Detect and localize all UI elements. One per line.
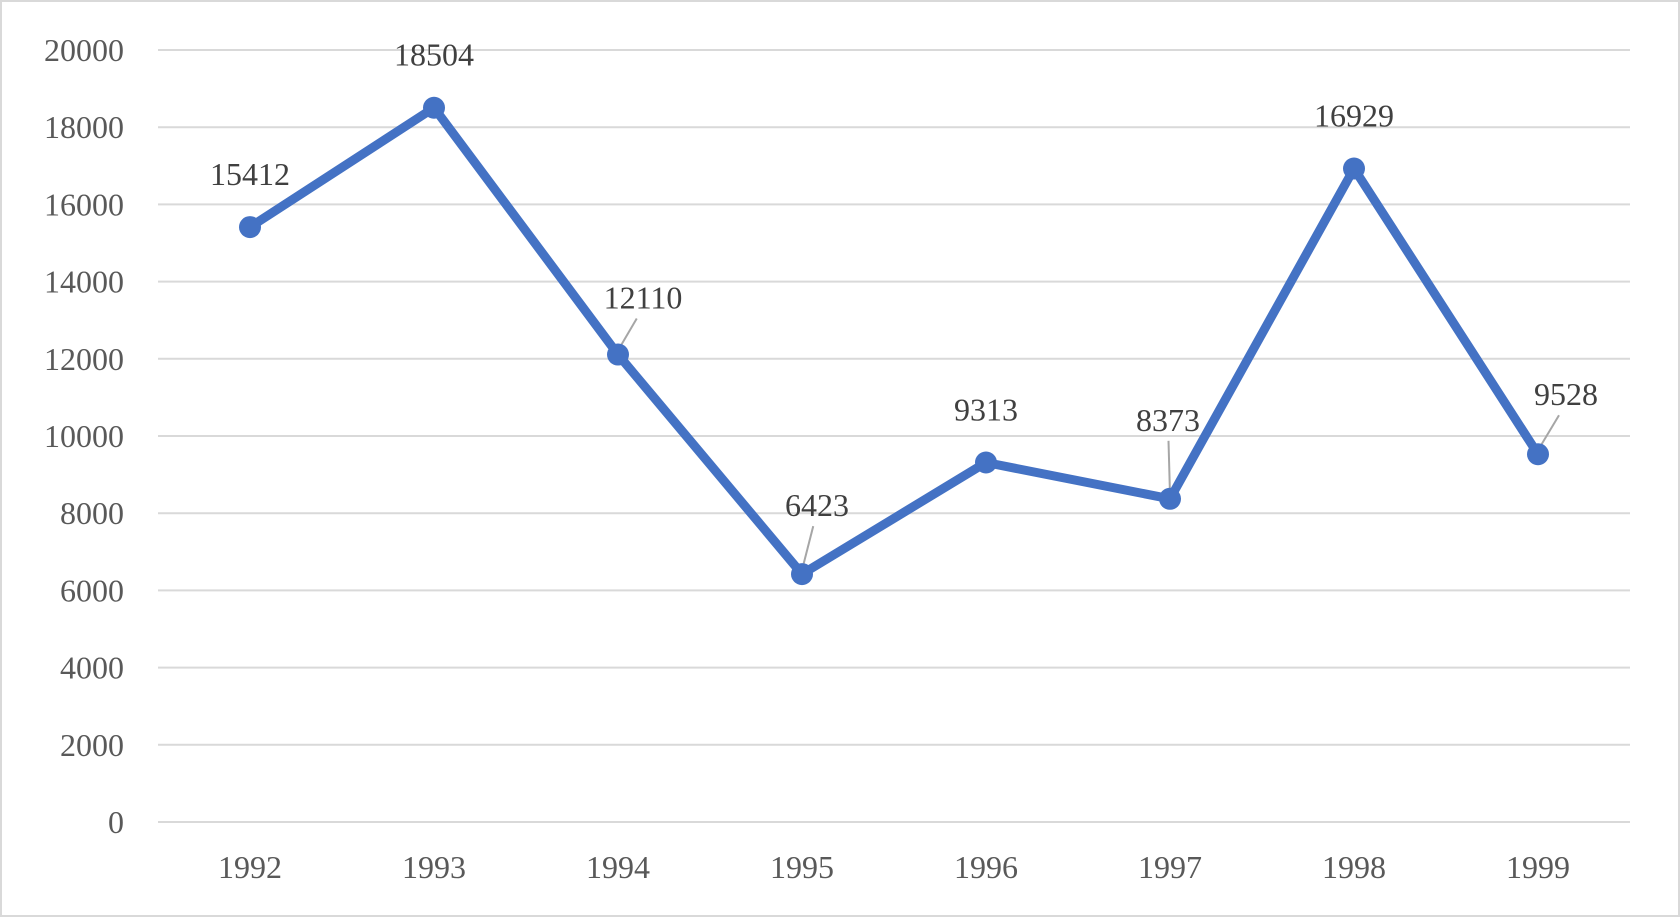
data-label-1994: 12110	[604, 280, 683, 316]
y-tick-label: 16000	[44, 186, 124, 222]
y-tick-label: 12000	[44, 341, 124, 377]
x-tick-label: 1996	[954, 849, 1018, 885]
y-tick-label: 10000	[44, 418, 124, 454]
data-point-1994	[607, 343, 629, 366]
data-point-1995	[791, 563, 813, 586]
data-label-1996: 9313	[954, 392, 1018, 428]
data-label-1999: 9528	[1534, 376, 1598, 412]
data-label-leader	[1167, 440, 1171, 495]
x-tick-label: 1993	[402, 849, 466, 885]
series-line	[245, 103, 1543, 579]
x-tick-label: 1995	[770, 849, 834, 885]
data-point-1997	[1159, 487, 1181, 510]
data-label-1992: 15412	[210, 156, 290, 192]
y-tick-label: 2000	[60, 727, 124, 763]
data-point-1996	[975, 451, 997, 474]
data-point-1999	[1527, 443, 1549, 466]
data-label-1995: 6423	[785, 487, 849, 523]
data-point-1992	[239, 216, 261, 239]
y-tick-label: 20000	[44, 32, 124, 68]
y-tick-label: 14000	[44, 264, 124, 300]
data-points	[239, 96, 1549, 586]
data-label-leader	[801, 525, 815, 571]
data-label-1993: 18504	[394, 37, 474, 73]
x-tick-label: 1997	[1138, 849, 1202, 885]
y-tick-label: 0	[108, 804, 124, 840]
y-tick-label: 4000	[60, 650, 124, 686]
data-labels: 15412 18504 12110 6423 9313 8373 16929 9528	[210, 37, 1598, 523]
data-label-1998: 16929	[1314, 98, 1394, 134]
x-axis-tick-labels: 1992 1993 1994 1995 1996 1997 1998 1999	[218, 849, 1570, 885]
x-tick-label: 1992	[218, 849, 282, 885]
y-tick-label: 6000	[60, 572, 124, 608]
data-label-leaders	[617, 318, 1560, 571]
y-tick-label: 8000	[60, 495, 124, 531]
data-point-1993	[423, 96, 445, 119]
x-tick-label: 1999	[1506, 849, 1570, 885]
x-tick-label: 1998	[1322, 849, 1386, 885]
y-axis-tick-labels: 0 2000 4000 6000 8000 10000 12000 14000 16000 180…	[44, 32, 124, 840]
series-line-group	[245, 103, 1543, 579]
data-label-1997: 8373	[1136, 402, 1200, 438]
y-tick-label: 18000	[44, 109, 124, 145]
x-tick-label: 1994	[586, 849, 650, 885]
data-point-1998	[1343, 157, 1365, 180]
